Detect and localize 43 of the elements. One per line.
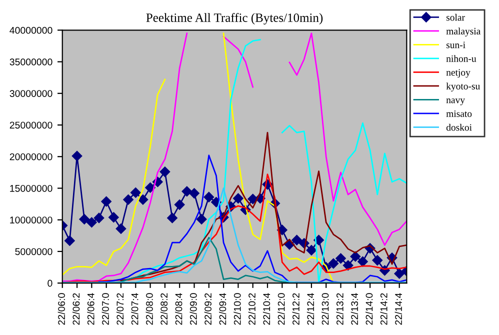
y-tick-label: 5000000 (15, 248, 52, 256)
legend-label: malaysia (446, 28, 481, 36)
legend-label: misato (446, 110, 472, 117)
x-tick-label: 22/14:2 (380, 293, 388, 325)
y-tick-label: 40000000 (10, 26, 52, 34)
x-tick-label: 22/12:2 (292, 293, 300, 325)
x-tick-label: 22/12:4 (306, 293, 314, 325)
x-tick-label: 22/09:0 (190, 293, 197, 325)
x-tick-label: 22/14:0 (366, 293, 373, 325)
y-tick-label: 20000000 (10, 153, 52, 160)
x-tick-label: 22/13:4 (350, 293, 358, 325)
y-tick-label: 25000000 (10, 122, 52, 129)
x-tick-label: 22/07:2 (116, 293, 124, 325)
x-tick-label: 22/09:2 (204, 293, 212, 325)
legend-label: navy (446, 98, 465, 106)
x-tick-label: 22/07:4 (131, 293, 138, 325)
x-tick-label: 22/13:0 (322, 293, 329, 325)
x-tick-label: 22/10:0 (234, 293, 241, 325)
x-tick-label: 22/06:0 (58, 293, 65, 325)
legend-label: solar (446, 14, 465, 21)
y-tick-label: 30000000 (10, 90, 52, 97)
x-tick-label: 22/13:2 (336, 293, 344, 325)
x-tick-label: 22/08:2 (160, 293, 168, 325)
chart-title: Peektime All Traffic (Bytes/10min) (146, 13, 323, 25)
x-tick-label: 22/12:0 (278, 293, 285, 325)
x-tick-label: 22/06:4 (87, 293, 94, 325)
legend-label: nihon-u (446, 55, 476, 62)
x-tick-label: 22/07:0 (102, 293, 109, 325)
legend-label: sun-i (446, 42, 466, 48)
legend-label: doskoi (446, 124, 472, 131)
legend-label: netjoy (446, 69, 470, 78)
y-tick-label: 0 (48, 280, 52, 287)
y-tick-label: 10000000 (10, 216, 52, 224)
y-tick-label: 15000000 (10, 184, 52, 192)
x-tick-label: 22/06:2 (72, 293, 80, 325)
x-tick-label: 22/14:4 (394, 293, 402, 325)
x-tick-label: 22/08:0 (146, 293, 153, 325)
x-tick-label: 22/10:4 (262, 293, 270, 325)
y-tick-label: 35000000 (10, 58, 52, 66)
legend-label: kyoto-su (446, 82, 480, 92)
x-tick-label: 22/08:4 (175, 293, 182, 325)
x-tick-label: 22/10:2 (248, 293, 256, 325)
x-tick-label: 22/09:4 (219, 293, 226, 325)
